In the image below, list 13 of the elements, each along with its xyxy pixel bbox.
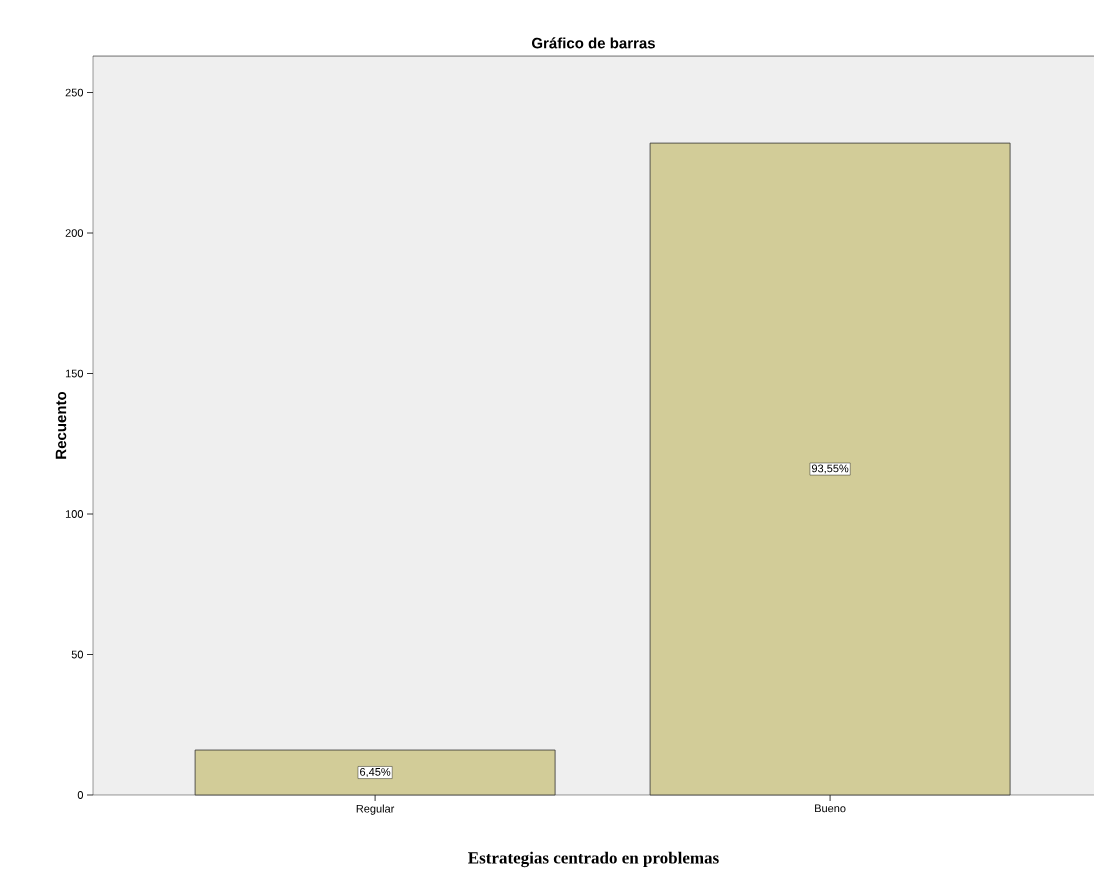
annotation: 6,45%: [360, 767, 391, 778]
annotation: 93,55%: [811, 464, 849, 474]
x-axis-title: Estrategias centrado en problemas: [468, 851, 719, 868]
x-tick-label: Regular: [356, 804, 395, 815]
chart-title: Gráfico de barras: [532, 37, 655, 49]
y-tick-label: 50: [71, 650, 84, 659]
y-tick-label: 100: [65, 510, 84, 518]
y-axis-title: Recuento: [55, 391, 67, 459]
y-tick-label: 250: [65, 88, 84, 97]
y-tick-label: 150: [65, 369, 84, 378]
x-tick-label: Bueno: [815, 804, 846, 813]
y-tick-label: 0: [77, 791, 84, 799]
y-tick-label: 200: [65, 229, 84, 237]
